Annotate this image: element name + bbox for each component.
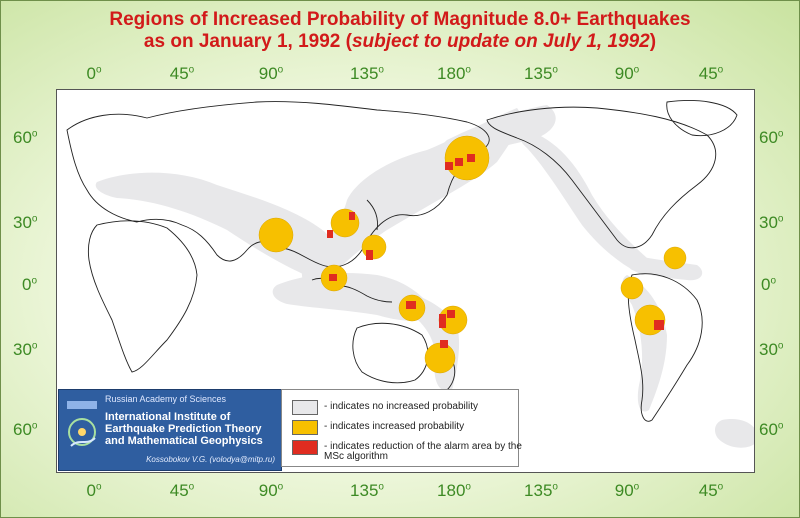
lon-label-top-5: 180o <box>437 64 471 83</box>
lon-label-bottom-3: 90o <box>258 481 284 500</box>
lat-label-left-4: 30o <box>13 340 38 359</box>
zone-europe-asia-belt <box>95 172 334 280</box>
lat-label-left-2: 30o <box>13 213 38 232</box>
lon-label-top-6: 135o <box>524 64 558 83</box>
title-line-1: Regions of Increased Probability of Magn… <box>109 9 691 30</box>
zone-reduced-aleutians-3 <box>467 154 475 162</box>
coast-africa <box>87 220 198 373</box>
lat-label-right-5: 60o <box>759 420 784 439</box>
zone-south-atlantic <box>714 419 754 448</box>
legend-swatch-yellow <box>292 420 318 435</box>
institute-contact: Kossobokov V.G. (volodya@mitp.ru) <box>146 455 275 464</box>
lat-label-right-1: 60o <box>759 128 784 147</box>
zone-central-america <box>626 255 703 281</box>
zone-reduced-tonga-2 <box>447 310 455 318</box>
lat-label-left-1: 60o <box>13 128 38 147</box>
figure-title: Regions of Increased Probability of Magn… <box>1 9 799 53</box>
coast-south-america <box>627 273 703 422</box>
zone-increased-bay-of-bengal <box>258 217 294 253</box>
lon-label-top-4: 135o <box>350 64 384 83</box>
zone-increased-peru-north <box>620 276 644 300</box>
lon-label-top-2: 45o <box>169 64 195 83</box>
lon-label-top-8: 45o <box>698 64 724 83</box>
zone-reduced-banda-sea <box>329 274 337 281</box>
institute-credit: Russian Academy of Sciences Internationa… <box>58 389 282 471</box>
zone-reduced-new-zealand <box>440 340 448 348</box>
zones-reduced <box>327 154 664 348</box>
coast-north-america <box>486 106 717 249</box>
zone-increased-mariana <box>361 234 387 260</box>
lon-label-bottom-4: 135o <box>350 481 384 500</box>
institute-logo-icon <box>67 401 97 447</box>
coast-australia <box>352 322 429 384</box>
zone-reduced-new-britain <box>406 301 416 309</box>
lon-label-bottom-2: 45o <box>169 481 195 500</box>
lat-label-right-4: 30o <box>759 340 784 359</box>
coast-eurasia <box>66 101 490 268</box>
institute-name: International Institute of Earthquake Pr… <box>105 411 263 447</box>
zone-reduced-taiwan <box>327 230 333 238</box>
lon-label-bottom-6: 135o <box>524 481 558 500</box>
zone-reduced-ryukyu <box>349 212 355 220</box>
coastlines <box>66 100 738 422</box>
lon-label-bottom-5: 180o <box>437 481 471 500</box>
title-line-2: as on January 1, 1992 (subject to update… <box>143 31 657 52</box>
legend: - indicates no increased probability - i… <box>281 389 522 467</box>
lat-label-right-2: 30o <box>759 213 784 232</box>
lon-label-top-7: 90o <box>614 64 640 83</box>
coast-greenland <box>666 100 738 137</box>
zone-indonesia <box>272 273 435 321</box>
lon-label-bottom-8: 45o <box>698 481 724 500</box>
lon-label-top-1: 0o <box>86 64 102 83</box>
map-canvas <box>66 100 754 448</box>
zone-reduced-mariana <box>366 250 373 260</box>
lat-label-left-5: 60o <box>13 420 38 439</box>
legend-swatch-grey <box>292 400 318 415</box>
zone-reduced-aleutians-1 <box>445 162 453 170</box>
zone-reduced-aleutians-2 <box>455 158 463 166</box>
institute-academy: Russian Academy of Sciences <box>105 394 227 404</box>
zone-americas-west <box>520 130 653 275</box>
zone-increased-lesser-antilles <box>663 246 687 270</box>
lon-label-bottom-7: 90o <box>614 481 640 500</box>
lon-label-bottom-1: 0o <box>86 481 102 500</box>
zone-reduced-peru <box>654 320 664 330</box>
lat-label-right-3: 0o <box>761 275 777 294</box>
zone-reduced-tonga-1 <box>439 314 446 328</box>
coast-japan <box>366 199 378 231</box>
legend-swatch-red <box>292 440 318 455</box>
lon-label-top-3: 90o <box>258 64 284 83</box>
lat-label-left-3: 0o <box>22 275 38 294</box>
